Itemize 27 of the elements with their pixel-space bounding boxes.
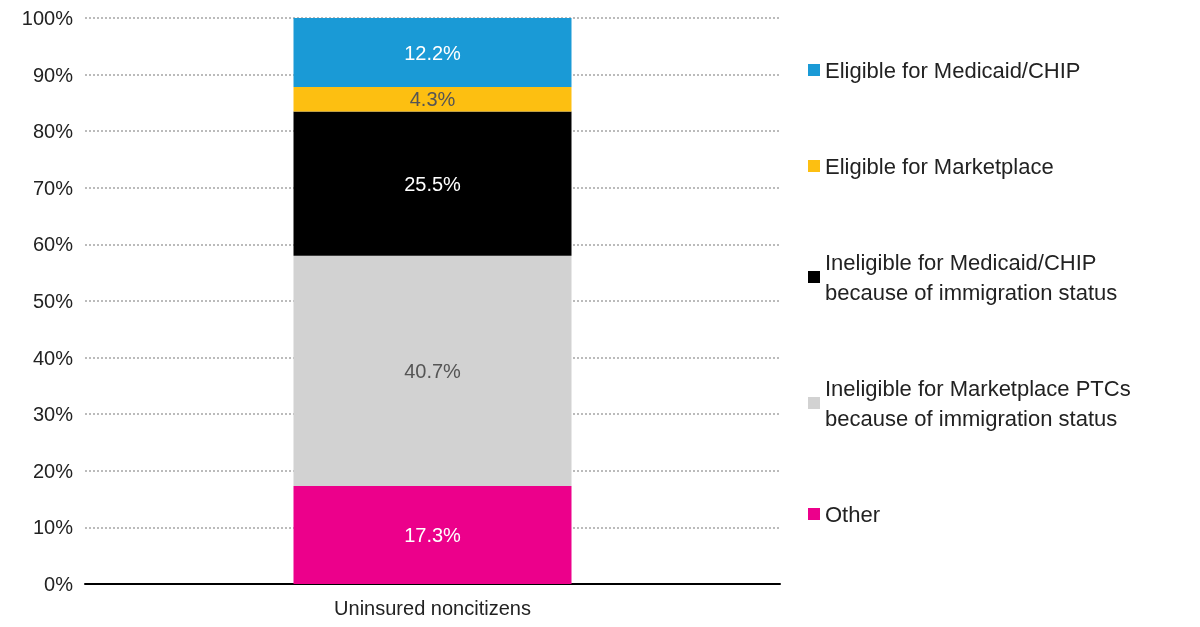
y-tick-label: 40% [32,346,74,369]
legend-label: Ineligible for Marketplace PTCs because of immigration status [825,375,1137,431]
y-tick-label: 50% [32,290,74,312]
y-tick-label: 10% [32,516,74,539]
y-tick-label: 20% [32,459,74,482]
legend-label: Ineligible for Medicaid/CHIP because of immigration status [825,249,1118,305]
y-tick-label: 30% [32,403,74,426]
data-label: 40.7% [404,359,462,382]
bar [293,18,572,88]
legend-label: Eligible for Medicaid/CHIP [825,57,1081,83]
data-label: 4.3% [409,88,456,111]
x-tick-label: Uninsured noncitizens [334,597,531,619]
bar [293,111,572,256]
legend-label: Other [825,501,881,527]
y-tick-label: 0% [44,573,74,595]
bar [293,486,572,584]
data-label: 12.2% [404,41,462,64]
y-tick-label: 100% [21,7,74,29]
y-tick-label: 60% [32,233,74,256]
bar [293,255,572,487]
y-tick-label: 80% [32,120,74,143]
y-tick-label: 70% [32,176,74,199]
y-tick-label: 90% [32,63,74,86]
bar [293,87,572,112]
data-label: 25.5% [404,172,462,195]
legend-label: Eligible for Marketplace [825,153,1054,179]
data-label: 17.3% [404,524,462,547]
